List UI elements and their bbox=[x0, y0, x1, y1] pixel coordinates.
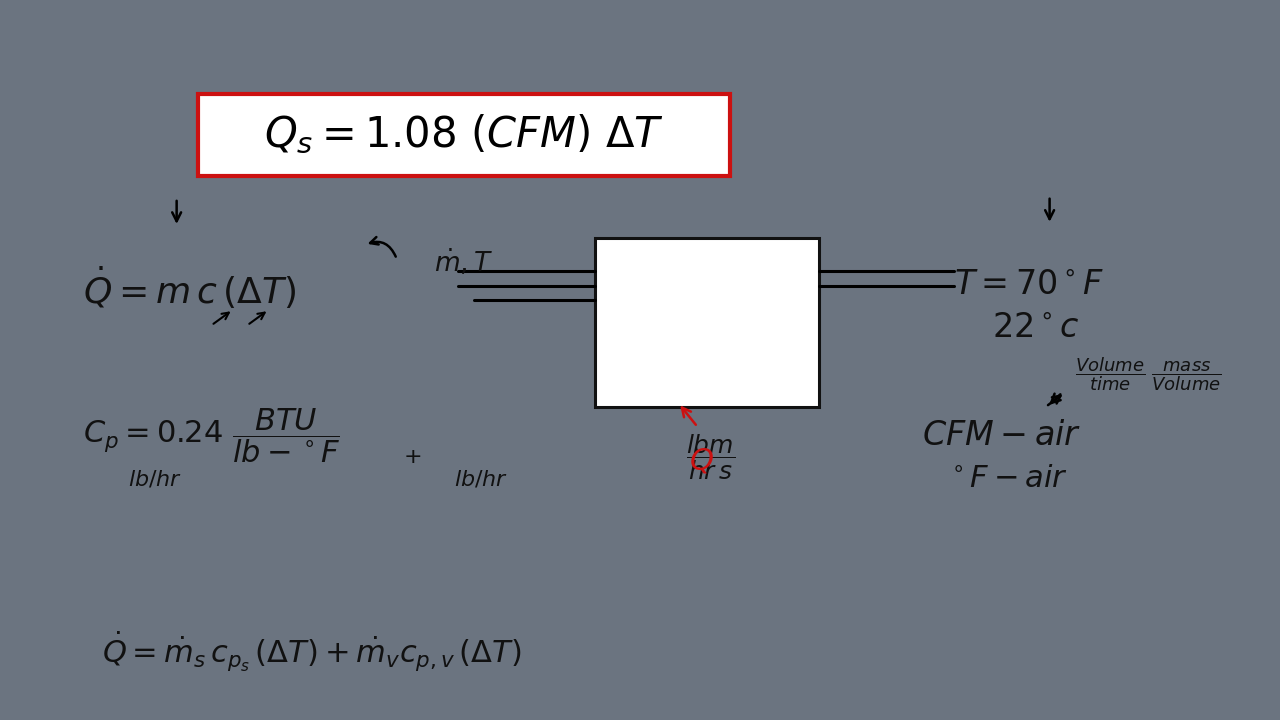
Text: $\dot{Q} = \dot{m}_s\,c_{p_s}\,(\Delta T) + \dot{m}_v c_{p,v}\,(\Delta T)$: $\dot{Q} = \dot{m}_s\,c_{p_s}\,(\Delta T… bbox=[102, 629, 522, 674]
Text: $CFM - air$: $CFM - air$ bbox=[922, 419, 1082, 452]
Text: $\dfrac{Volume}{time}\ \dfrac{mass}{Volume}$: $\dfrac{Volume}{time}\ \dfrac{mass}{Volu… bbox=[1075, 356, 1222, 393]
Text: $\dfrac{lbm}{hr\,s}$: $\dfrac{lbm}{hr\,s}$ bbox=[686, 432, 735, 482]
Text: $+$: $+$ bbox=[403, 447, 421, 467]
Text: $Q$: $Q$ bbox=[689, 446, 714, 475]
Bar bbox=[595, 238, 819, 407]
Text: $22^\circ c$: $22^\circ c$ bbox=[992, 311, 1079, 344]
Text: $Q_s = 1.08\ (CFM)\ \Delta T$: $Q_s = 1.08\ (CFM)\ \Delta T$ bbox=[264, 113, 664, 156]
Text: $lb/hr$: $lb/hr$ bbox=[128, 468, 182, 490]
Bar bbox=[198, 94, 730, 176]
Text: $lb/hr$: $lb/hr$ bbox=[454, 468, 508, 490]
Text: $C_p = 0.24\ \dfrac{BTU}{lb-{}^\circ F}$: $C_p = 0.24\ \dfrac{BTU}{lb-{}^\circ F}$ bbox=[83, 406, 340, 465]
Text: $T= 70^\circ F$: $T= 70^\circ F$ bbox=[954, 268, 1105, 301]
Text: $\dot{m}, T$: $\dot{m}, T$ bbox=[434, 248, 493, 278]
Text: $\dot{Q} = m\,c\,(\Delta T)$: $\dot{Q} = m\,c\,(\Delta T)$ bbox=[83, 265, 297, 311]
Text: $^\circ F - air$: $^\circ F - air$ bbox=[947, 464, 1069, 493]
